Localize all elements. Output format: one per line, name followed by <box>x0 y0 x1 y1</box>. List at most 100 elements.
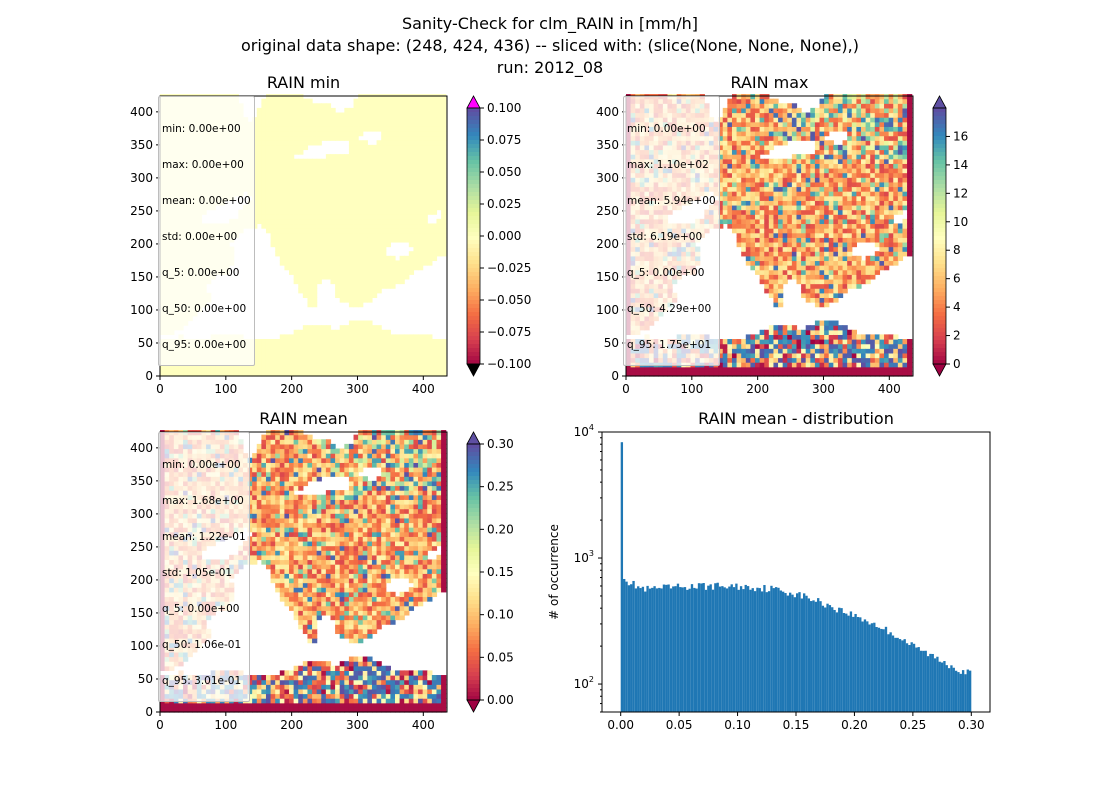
heatmap-cell <box>801 223 807 229</box>
heatmap-cell <box>256 371 262 377</box>
heatmap-cell <box>418 348 424 354</box>
heatmap-cell <box>436 94 442 100</box>
heatmap-cell <box>330 209 336 215</box>
heatmap-cell <box>325 255 332 262</box>
colorbar-segment <box>467 300 480 305</box>
heatmap-cell <box>371 126 378 132</box>
heatmap-cell <box>759 191 765 197</box>
heatmap-cell <box>773 117 779 123</box>
heatmap-cell <box>422 371 428 377</box>
heatmap-cell <box>408 357 415 363</box>
heatmap-cell <box>321 218 327 225</box>
heatmap-cell <box>741 241 747 248</box>
heatmap-cell <box>653 371 659 377</box>
heatmap-cell <box>408 163 415 169</box>
heatmap-cell <box>376 94 382 100</box>
heatmap-cell <box>376 329 382 335</box>
heatmap-cell <box>298 144 304 151</box>
heatmap-cell <box>298 260 304 266</box>
heatmap-cell <box>791 117 798 123</box>
heatmap-cell <box>441 218 447 225</box>
heatmap-cell <box>339 339 345 345</box>
heatmap-cell <box>810 274 816 280</box>
heatmap-cell <box>750 260 756 266</box>
heatmap-cell <box>404 154 410 160</box>
colorbar-segment <box>467 144 480 149</box>
heatmap-cell <box>436 177 442 183</box>
heatmap-cell <box>722 204 728 211</box>
heatmap-cell <box>325 154 332 160</box>
heatmap-cell <box>358 167 364 174</box>
heatmap-cell <box>312 343 318 349</box>
heatmap-cell <box>431 191 438 197</box>
heatmap-cell <box>782 204 788 211</box>
heatmap-cell <box>298 94 304 100</box>
heatmap-cell <box>778 223 784 229</box>
heatmap-cell <box>160 371 166 377</box>
heatmap-cell <box>791 265 798 271</box>
heatmap-cell <box>718 163 724 169</box>
heatmap-cell <box>759 214 765 220</box>
heatmap-cell <box>431 362 438 368</box>
heatmap-cell <box>787 158 793 164</box>
heatmap-cell <box>307 288 313 294</box>
heatmap-cell <box>764 357 770 363</box>
heatmap-cell <box>731 149 738 155</box>
heatmap-cell <box>796 121 802 127</box>
heatmap-cell <box>413 181 419 188</box>
heatmap-cell <box>307 241 313 248</box>
heatmap-cell <box>312 191 318 197</box>
heatmap-cell <box>367 181 373 188</box>
heatmap-cell <box>427 334 433 340</box>
heatmap-cell <box>791 209 798 215</box>
heatmap-cell <box>750 98 756 104</box>
heatmap-cell <box>801 112 807 118</box>
heatmap-cell <box>759 237 765 243</box>
heatmap-cell <box>768 172 775 178</box>
heatmap-cell <box>791 260 798 266</box>
heatmap-cell <box>755 195 761 201</box>
heatmap-cell <box>764 223 770 229</box>
heatmap-cell <box>768 98 775 104</box>
heatmap-cell <box>731 181 738 188</box>
heatmap-cell <box>427 98 433 104</box>
heatmap-cell <box>353 131 359 137</box>
heatmap-cell <box>348 357 355 363</box>
heatmap-cell <box>418 140 424 146</box>
heatmap-cell <box>394 204 401 211</box>
heatmap-cell <box>362 200 368 206</box>
heatmap-cell <box>275 131 281 137</box>
heatmap-cell <box>394 265 401 271</box>
heatmap-cell <box>745 246 752 252</box>
heatmap-cell <box>441 98 447 104</box>
heatmap-cell <box>782 112 788 118</box>
heatmap-cell <box>773 107 779 114</box>
heatmap-cell <box>796 200 802 206</box>
heatmap-cell <box>750 251 756 257</box>
heatmap-cell <box>408 107 415 114</box>
heatmap-cell <box>404 204 410 211</box>
heatmap-cell <box>376 140 382 146</box>
heatmap-cell <box>302 352 309 359</box>
heatmap-cell <box>791 269 798 275</box>
heatmap-cell <box>325 103 332 109</box>
heatmap-cell <box>745 112 752 118</box>
heatmap-cell <box>778 195 784 201</box>
heatmap-cell <box>196 371 203 377</box>
heatmap-cell <box>764 329 770 335</box>
heatmap-cell <box>427 339 433 345</box>
heatmap-cell <box>344 181 350 188</box>
heatmap-cell <box>376 348 382 354</box>
heatmap-cell <box>270 131 276 137</box>
heatmap-cell <box>302 232 309 238</box>
heatmap-cell <box>376 218 382 225</box>
colorbar-segment <box>467 128 480 133</box>
heatmap-cell <box>376 232 382 238</box>
colorbar-segment <box>467 124 480 129</box>
heatmap-cell <box>358 204 364 211</box>
heatmap-cell <box>325 214 332 220</box>
heatmap-cell <box>265 107 272 114</box>
heatmap-cell <box>330 246 336 252</box>
heatmap-cell <box>736 98 742 104</box>
heatmap-cell <box>390 348 396 354</box>
